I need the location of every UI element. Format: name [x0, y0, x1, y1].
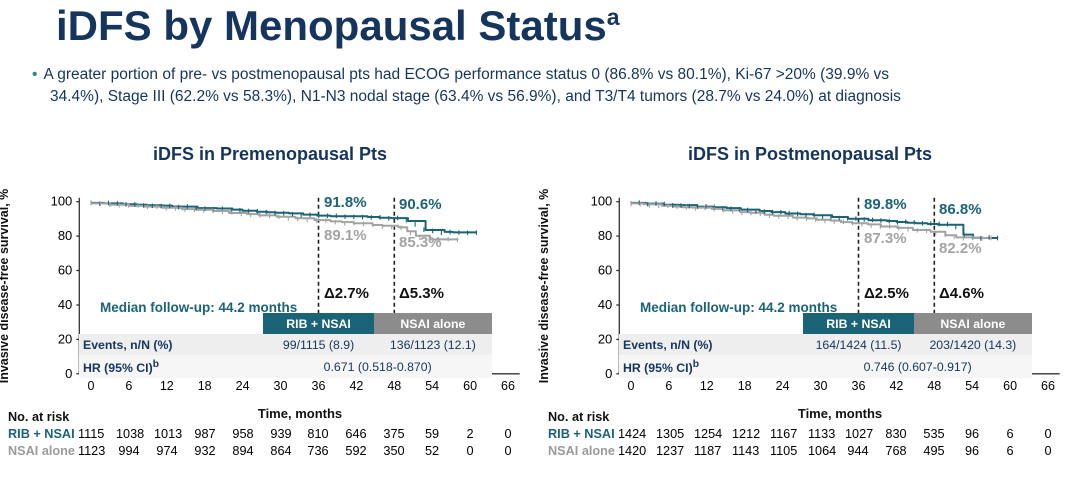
- svg-text:60: 60: [1003, 379, 1017, 393]
- svg-text:18: 18: [738, 379, 752, 393]
- svg-text:24: 24: [776, 379, 790, 393]
- svg-text:40: 40: [58, 297, 72, 312]
- svg-text:20: 20: [58, 331, 72, 346]
- svg-text:0: 0: [65, 366, 72, 381]
- svg-text:54: 54: [425, 379, 439, 393]
- svg-text:54: 54: [965, 379, 979, 393]
- svg-text:80: 80: [58, 228, 72, 243]
- svg-text:66: 66: [501, 379, 515, 393]
- svg-text:6: 6: [125, 379, 132, 393]
- svg-text:18: 18: [198, 379, 212, 393]
- svg-text:24: 24: [236, 379, 250, 393]
- svg-text:100: 100: [591, 194, 613, 209]
- svg-text:100: 100: [51, 194, 73, 209]
- svg-text:42: 42: [349, 379, 363, 393]
- svg-text:0: 0: [605, 366, 612, 381]
- svg-text:0: 0: [628, 379, 635, 393]
- svg-text:48: 48: [387, 379, 401, 393]
- svg-text:66: 66: [1041, 379, 1055, 393]
- svg-text:60: 60: [463, 379, 477, 393]
- svg-text:60: 60: [58, 263, 72, 278]
- svg-text:12: 12: [160, 379, 174, 393]
- svg-text:60: 60: [598, 263, 612, 278]
- svg-text:30: 30: [814, 379, 828, 393]
- svg-text:36: 36: [852, 379, 866, 393]
- svg-text:12: 12: [700, 379, 714, 393]
- svg-text:30: 30: [274, 379, 288, 393]
- svg-text:20: 20: [598, 331, 612, 346]
- svg-text:80: 80: [598, 228, 612, 243]
- svg-text:36: 36: [312, 379, 326, 393]
- svg-text:40: 40: [598, 297, 612, 312]
- svg-text:0: 0: [88, 379, 95, 393]
- svg-text:48: 48: [927, 379, 941, 393]
- svg-text:42: 42: [889, 379, 903, 393]
- svg-text:6: 6: [665, 379, 672, 393]
